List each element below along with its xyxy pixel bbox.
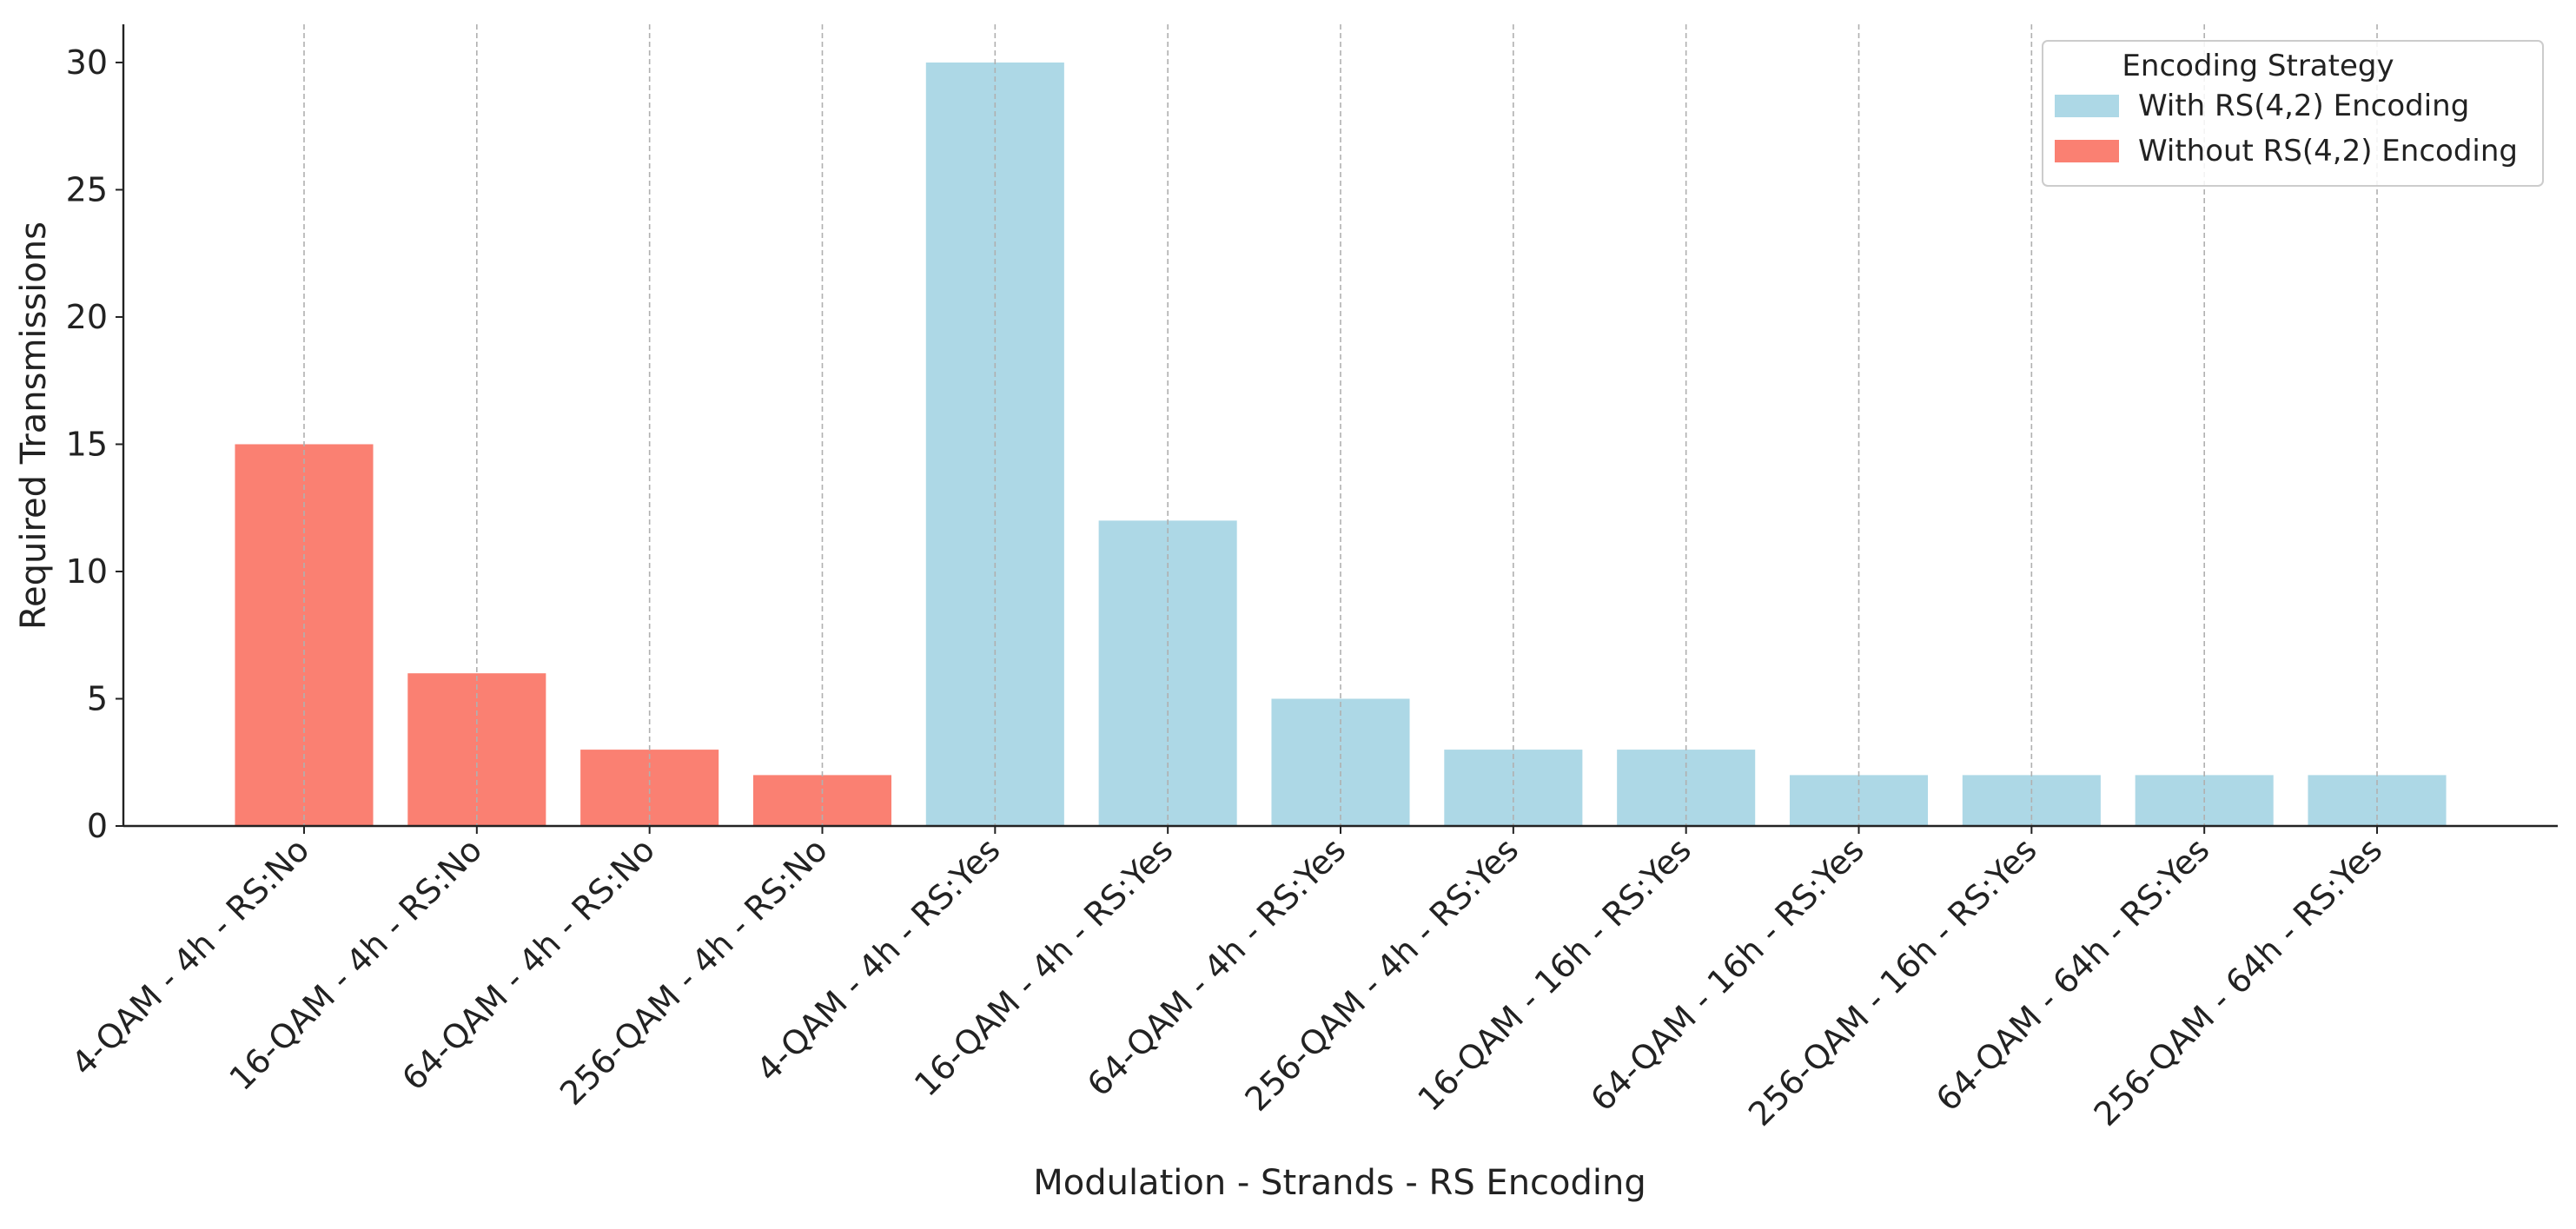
bar: [1617, 750, 1756, 826]
legend-box: [2042, 40, 2544, 187]
y-tick-label: 15: [66, 425, 108, 463]
y-tick-label: 25: [66, 170, 108, 208]
y-tick-label: 5: [87, 679, 108, 717]
legend-title: Encoding Strategy: [2122, 49, 2394, 83]
bar: [1444, 750, 1583, 826]
x-tick-label: 64-QAM - 64h - RS:Yes: [1929, 830, 2217, 1119]
legend-swatch: [2055, 95, 2119, 117]
y-tick-label: 0: [87, 807, 108, 845]
legend-swatch: [2055, 140, 2119, 162]
x-tick-label: 256-QAM - 4h - RS:Yes: [1238, 830, 1526, 1119]
x-axis-label: Modulation - Strands - RS Encoding: [1033, 1163, 1646, 1203]
y-axis-label: Required Transmissions: [14, 221, 54, 630]
x-tick-label: 256-QAM - 16h - RS:Yes: [1741, 830, 2044, 1133]
x-tick-label: 64-QAM - 16h - RS:Yes: [1583, 830, 1871, 1119]
legend-label: With RS(4,2) Encoding: [2138, 89, 2469, 123]
y-tick-label: 30: [66, 43, 108, 82]
y-tick-label: 20: [66, 298, 108, 336]
bar: [580, 750, 719, 826]
y-tick-label: 10: [66, 552, 108, 591]
legend-label: Without RS(4,2) Encoding: [2138, 134, 2518, 168]
x-tick-label: 16-QAM - 16h - RS:Yes: [1410, 830, 1699, 1119]
x-tick-label: 256-QAM - 64h - RS:Yes: [2087, 830, 2390, 1133]
